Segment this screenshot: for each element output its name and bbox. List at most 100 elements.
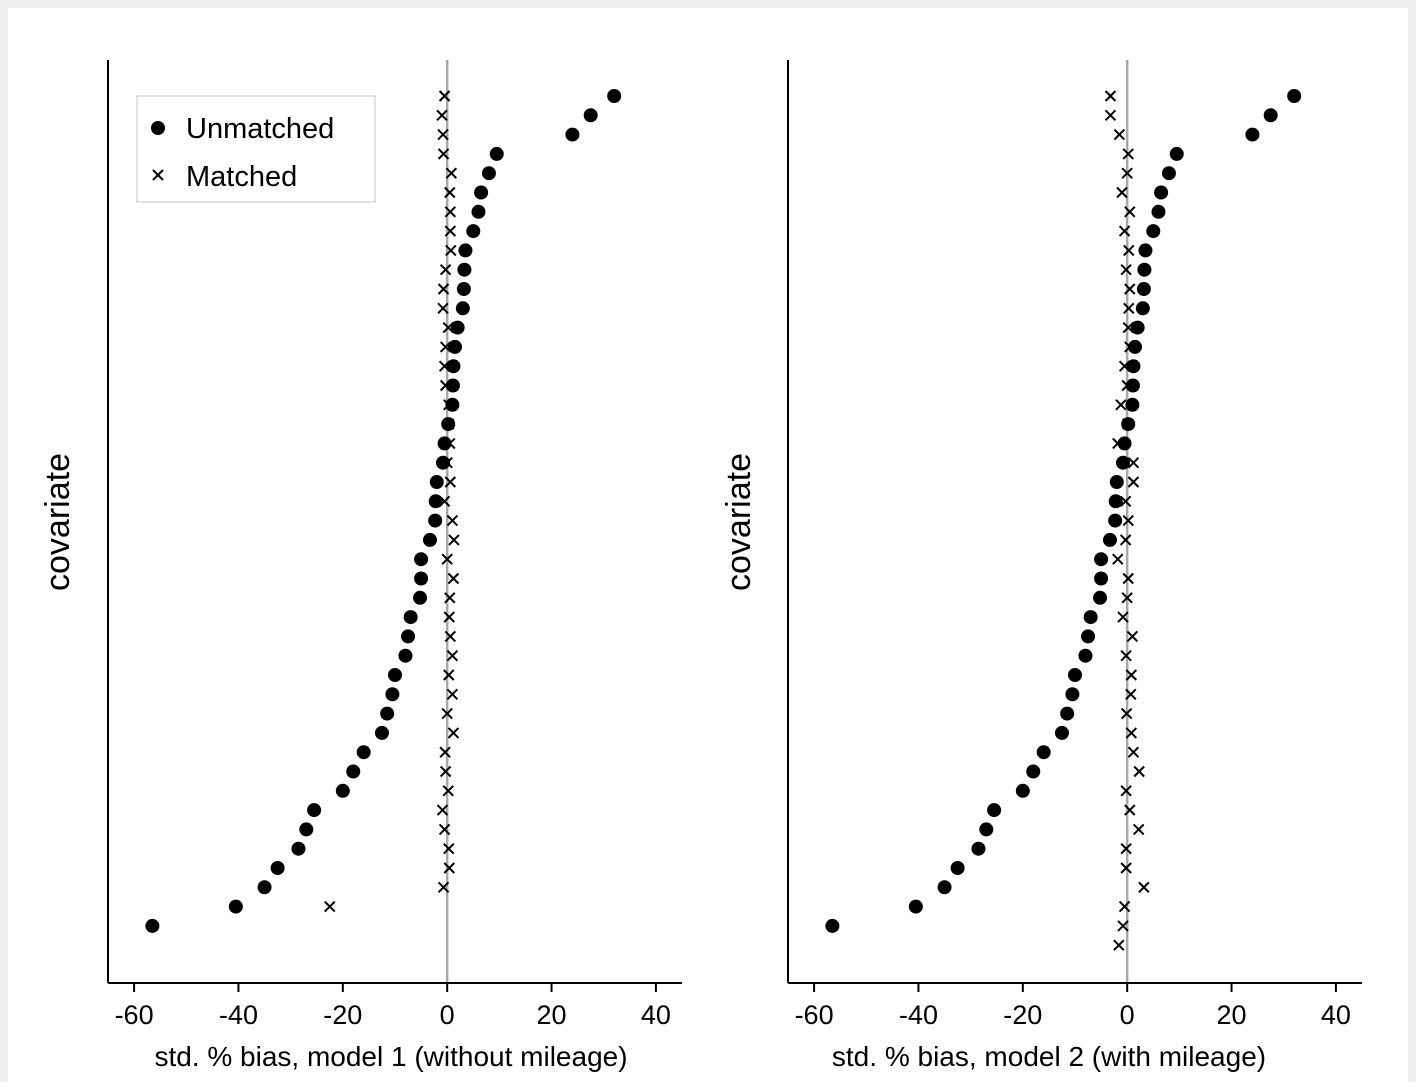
- unmatched-point: [1161, 166, 1176, 181]
- unmatched-point: [414, 552, 429, 567]
- matched-point: [1119, 534, 1132, 546]
- matched-point: [1122, 572, 1134, 585]
- unmatched-point: [1094, 552, 1109, 567]
- matched-point: [1126, 630, 1139, 643]
- unmatched-point: [456, 282, 471, 296]
- figure-canvas: -60 -40 -20 0 20 40 std. % bias, model 1 (wit…: [8, 8, 1408, 1082]
- unmatched-point: [583, 108, 598, 123]
- legend: Unmatched Matched: [136, 95, 376, 203]
- unmatched-point: [471, 204, 486, 219]
- unmatched-point: [825, 918, 840, 933]
- matched-point: [1124, 283, 1136, 295]
- matched-point: [443, 669, 455, 681]
- unmatched-point: [1146, 224, 1161, 239]
- matched-point: [1113, 128, 1126, 141]
- x-axis-label-1: std. % bias, model 1 (without mileage): [154, 1041, 627, 1072]
- unmatched-point: [299, 822, 314, 837]
- unmatched-point: [446, 359, 461, 374]
- matched-point: [1122, 514, 1134, 527]
- matched-point: [446, 514, 459, 527]
- unmatched-point: [1015, 783, 1030, 798]
- matched-point: [438, 90, 451, 102]
- x-ticks-1: -60 -40 -20 0 20 40: [115, 983, 671, 1030]
- unmatched-point: [448, 339, 463, 354]
- matched-point: [438, 823, 451, 836]
- matched-point: [1104, 109, 1117, 122]
- unmatched-point: [1138, 243, 1153, 258]
- unmatched-point: [1102, 532, 1117, 547]
- unmatched-point: [1116, 455, 1131, 470]
- unmatched-point: [474, 185, 489, 200]
- unmatched-point: [987, 803, 1002, 818]
- unmatched-point: [937, 880, 952, 895]
- unmatched-point: [436, 455, 451, 470]
- matched-point: [444, 186, 456, 199]
- x-tick-label: -20: [1003, 1000, 1042, 1030]
- matched-point: [1123, 244, 1135, 257]
- unmatched-point: [1117, 436, 1132, 451]
- x-tick-label: -60: [115, 1000, 154, 1030]
- matched-point: [443, 842, 455, 855]
- unmatched-point: [1137, 262, 1152, 277]
- unmatched-point: [1126, 359, 1141, 374]
- matched-point: [1122, 321, 1134, 334]
- matched-point: [1113, 939, 1125, 951]
- unmatched-point: [1065, 687, 1080, 702]
- unmatched-point: [1245, 127, 1260, 142]
- unmatched-point: [1093, 590, 1108, 605]
- matched-point: [443, 418, 455, 430]
- unmatched-point: [428, 513, 443, 528]
- matched-point: [1118, 360, 1131, 372]
- matched-point: [436, 804, 449, 816]
- matched-point: [443, 399, 455, 411]
- unmatched-point: [401, 629, 416, 644]
- matched-point: [438, 360, 451, 372]
- unmatched-point: [1054, 725, 1069, 740]
- matched-point: [447, 727, 460, 739]
- unmatched-point: [565, 127, 580, 142]
- matched-point: [1120, 862, 1132, 874]
- matched-point: [1112, 437, 1124, 450]
- unmatched-point: [413, 590, 428, 605]
- matched-point: [1120, 842, 1132, 855]
- matched-point: [1118, 900, 1131, 913]
- matched-point: [1117, 920, 1129, 932]
- unmatched-point: [403, 610, 418, 625]
- unmatched-point: [489, 146, 504, 161]
- matched-point: [439, 746, 451, 758]
- matched-point: [1119, 495, 1132, 508]
- matched-point: [1125, 688, 1137, 701]
- matched-point: [1104, 90, 1117, 102]
- matched-point: [1132, 823, 1145, 836]
- points-1: [145, 89, 622, 933]
- x-tick-label: 0: [440, 1000, 455, 1030]
- unmatched-point: [971, 841, 986, 856]
- matched-point: [439, 263, 452, 276]
- unmatched-point: [1094, 571, 1109, 586]
- matched-point: [437, 128, 449, 141]
- matched-point: [439, 341, 452, 353]
- unmatched-point: [145, 918, 160, 933]
- matched-point: [1123, 302, 1135, 315]
- matched-point: [1121, 418, 1134, 430]
- unmatched-point: [429, 475, 444, 489]
- unmatched-point: [1136, 282, 1151, 296]
- x-tick-label: 20: [537, 1000, 567, 1030]
- matched-point: [1121, 379, 1133, 392]
- panel-model-1: -60 -40 -20 0 20 40 std. % bias, model 1 (wit…: [39, 60, 682, 1072]
- unmatched-point: [291, 841, 306, 856]
- unmatched-point: [422, 532, 437, 547]
- unmatched-point: [979, 822, 994, 837]
- unmatched-point: [445, 378, 460, 393]
- unmatched-point: [335, 783, 350, 798]
- matched-point: [446, 649, 459, 662]
- points-2: [825, 89, 1302, 951]
- x-tick-label: 40: [1321, 1000, 1351, 1030]
- matched-point: [324, 900, 336, 913]
- x-tick-label: 40: [641, 1000, 671, 1030]
- unmatched-point: [950, 861, 965, 875]
- matched-point: [1127, 456, 1140, 469]
- legend-unmatched-marker: [151, 121, 165, 135]
- matched-point: [441, 553, 453, 565]
